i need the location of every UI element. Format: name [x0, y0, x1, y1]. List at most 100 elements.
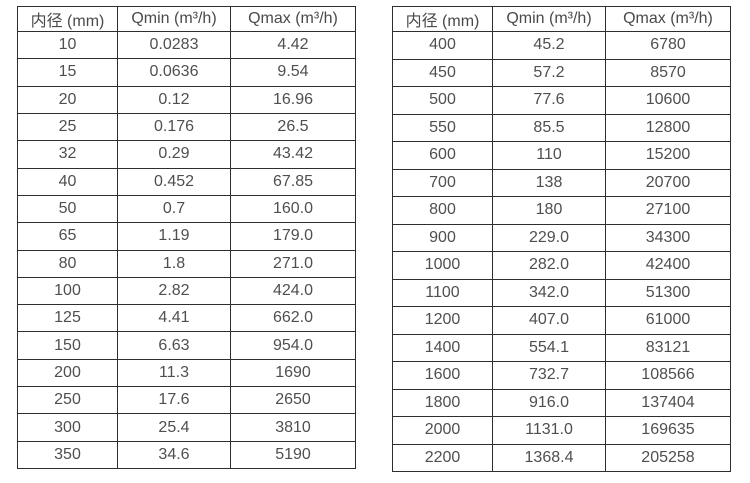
flow-rate-table-small-diameters: 内径 (mm) Qmin (m³/h) Qmax (m³/h) 10 0.0283 4.… — [17, 6, 356, 470]
table-cell: 2200 — [392, 443, 493, 472]
table-cell: 600 — [392, 141, 493, 170]
table-cell: 0.0283 — [117, 30, 231, 60]
table-cell: 1131.0 — [492, 416, 606, 445]
table-cell: 34.6 — [117, 440, 231, 470]
table-row: 450 57.2 8570 — [392, 58, 731, 87]
table-row: 400 45.2 6780 — [392, 31, 731, 60]
flow-rate-table-large-diameters: 内径 (mm) Qmin (m³/h) Qmax (m³/h) 400 45.2 678… — [392, 6, 731, 472]
table-cell: 662.0 — [230, 304, 356, 333]
table-cell: 1690 — [230, 358, 356, 388]
table-cell: 400 — [392, 31, 493, 60]
table-row: 700 138 20700 — [392, 168, 731, 197]
table-cell: 12800 — [605, 113, 731, 142]
table-cell: 25.4 — [117, 413, 231, 442]
table-cell: 200 — [17, 358, 118, 388]
table-cell: 2000 — [392, 416, 493, 445]
table-cell: 1600 — [392, 361, 493, 390]
table-cell: 0.12 — [117, 85, 231, 114]
table-cell: 110 — [492, 141, 606, 170]
table-cell: 51300 — [605, 278, 731, 307]
table-cell: 27100 — [605, 196, 731, 225]
table-row: 1800 916.0 137404 — [392, 388, 731, 417]
table-row: 125 4.41 662.0 — [17, 304, 356, 333]
table-cell: 5190 — [230, 440, 356, 470]
table-cell: 20 — [17, 85, 118, 114]
table-cell: 138 — [492, 168, 606, 197]
table-cell: 6780 — [605, 31, 731, 60]
table-cell: 16.96 — [230, 85, 356, 114]
table-cell: 424.0 — [230, 276, 356, 306]
column-header: Qmin (m³/h) — [117, 6, 231, 32]
table-row: 1600 732.7 108566 — [392, 361, 731, 390]
table-cell: 250 — [17, 386, 118, 415]
table-cell: 67.85 — [230, 167, 356, 196]
table-header-row: 内径 (mm) Qmin (m³/h) Qmax (m³/h) — [392, 6, 731, 32]
table-row: 200 11.3 1690 — [17, 358, 356, 388]
table-cell: 3810 — [230, 413, 356, 442]
table-cell: 229.0 — [492, 223, 606, 252]
table-row: 2200 1368.4 205258 — [392, 443, 731, 472]
table-cell: 32 — [17, 140, 118, 169]
table-cell: 550 — [392, 113, 493, 142]
table-cell: 26.5 — [230, 112, 356, 142]
table-cell: 1400 — [392, 333, 493, 362]
table-row: 250 17.6 2650 — [17, 386, 356, 415]
table-row: 80 1.8 271.0 — [17, 249, 356, 278]
table-row: 1000 282.0 42400 — [392, 251, 731, 280]
table-cell: 50 — [17, 194, 118, 224]
table-row: 550 85.5 12800 — [392, 113, 731, 142]
column-header: Qmin (m³/h) — [492, 6, 606, 32]
table-row: 65 1.19 179.0 — [17, 222, 356, 251]
table-cell: 2650 — [230, 386, 356, 415]
table-cell: 732.7 — [492, 361, 606, 390]
table-cell: 916.0 — [492, 388, 606, 417]
table-cell: 61000 — [605, 306, 731, 335]
table-row: 25 0.176 26.5 — [17, 112, 356, 142]
table-cell: 15200 — [605, 141, 731, 170]
table-row: 40 0.452 67.85 — [17, 167, 356, 196]
table-cell: 137404 — [605, 388, 731, 417]
table-cell: 342.0 — [492, 278, 606, 307]
table-cell: 700 — [392, 168, 493, 197]
table-row: 500 77.6 10600 — [392, 86, 731, 115]
table-cell: 350 — [17, 440, 118, 470]
table-cell: 42400 — [605, 251, 731, 280]
column-header: 内径 (mm) — [392, 6, 493, 32]
table-row: 20 0.12 16.96 — [17, 85, 356, 114]
table-cell: 1.8 — [117, 249, 231, 278]
table-cell: 0.176 — [117, 112, 231, 142]
table-cell: 0.452 — [117, 167, 231, 196]
table-cell: 40 — [17, 167, 118, 196]
table-cell: 15 — [17, 58, 118, 87]
table-cell: 150 — [17, 331, 118, 360]
table-row: 100 2.82 424.0 — [17, 276, 356, 306]
table-cell: 100 — [17, 276, 118, 306]
table-cell: 4.42 — [230, 30, 356, 60]
table-row: 15 0.0636 9.54 — [17, 58, 356, 87]
table-cell: 6.63 — [117, 331, 231, 360]
table-cell: 1100 — [392, 278, 493, 307]
table-cell: 169635 — [605, 416, 731, 445]
table-cell: 65 — [17, 222, 118, 251]
table-cell: 57.2 — [492, 58, 606, 87]
table-cell: 108566 — [605, 361, 731, 390]
table-cell: 80 — [17, 249, 118, 278]
table-row: 900 229.0 34300 — [392, 223, 731, 252]
table-row: 150 6.63 954.0 — [17, 331, 356, 360]
table-cell: 10600 — [605, 86, 731, 115]
table-cell: 125 — [17, 304, 118, 333]
table-cell: 160.0 — [230, 194, 356, 224]
table-row: 50 0.7 160.0 — [17, 194, 356, 224]
table-cell: 0.0636 — [117, 58, 231, 87]
table-cell: 1000 — [392, 251, 493, 280]
table-cell: 25 — [17, 112, 118, 142]
column-header: Qmax (m³/h) — [230, 6, 356, 32]
table-row: 600 110 15200 — [392, 141, 731, 170]
table-cell: 1800 — [392, 388, 493, 417]
table-cell: 500 — [392, 86, 493, 115]
table-row: 1100 342.0 51300 — [392, 278, 731, 307]
table-row: 2000 1131.0 169635 — [392, 416, 731, 445]
column-header: 内径 (mm) — [17, 6, 118, 32]
table-cell: 800 — [392, 196, 493, 225]
